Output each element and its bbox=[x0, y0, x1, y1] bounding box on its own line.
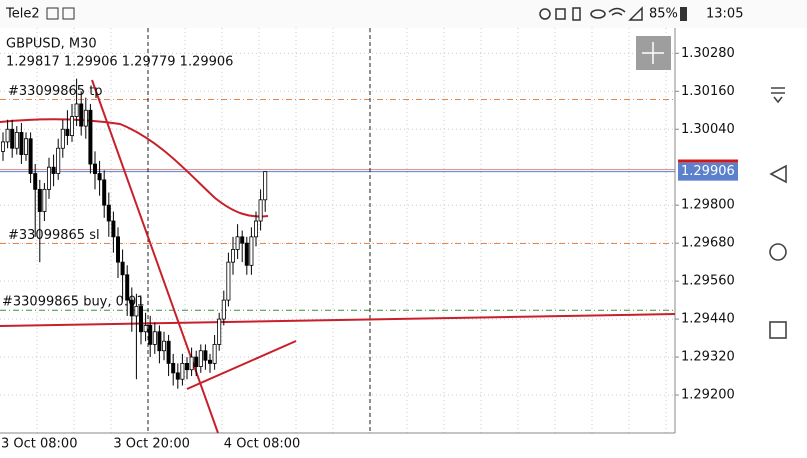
x-tick-label: 3 Oct 08:00 bbox=[1, 437, 77, 452]
candle-body bbox=[83, 109, 88, 127]
candle-body bbox=[244, 242, 249, 266]
status-icon bbox=[46, 7, 59, 20]
candle-body bbox=[166, 340, 171, 364]
candle-body bbox=[93, 163, 98, 174]
candle-body bbox=[235, 236, 240, 250]
y-tick-label: 1.29320 bbox=[681, 350, 735, 365]
y-tick-label: 1.30280 bbox=[681, 46, 735, 61]
candle-body bbox=[88, 109, 93, 165]
y-tick-label: 1.30160 bbox=[681, 84, 735, 99]
candle-body bbox=[10, 128, 15, 149]
nav-bar bbox=[750, 28, 807, 454]
candle-body bbox=[79, 103, 84, 127]
x-tick-label: 4 Oct 08:00 bbox=[224, 437, 300, 452]
bid-badge bbox=[678, 162, 738, 181]
nav-icons bbox=[769, 87, 787, 339]
candle-body bbox=[203, 350, 208, 361]
status-icons bbox=[539, 6, 643, 21]
candle-body bbox=[111, 220, 116, 238]
candle-body bbox=[19, 132, 24, 155]
candle-body bbox=[120, 261, 125, 276]
candle-body bbox=[230, 249, 235, 263]
candle-body bbox=[23, 138, 28, 155]
candle-body bbox=[74, 103, 79, 117]
candle-body bbox=[194, 356, 199, 367]
candle-body bbox=[116, 236, 121, 263]
trend-line bbox=[91, 79, 219, 434]
candle-body bbox=[42, 188, 47, 212]
candle-body bbox=[161, 340, 166, 352]
candle-body bbox=[143, 325, 148, 333]
ohlc: 1.29817 1.29906 1.29779 1.29906 bbox=[6, 55, 233, 70]
candle-body bbox=[217, 318, 222, 345]
y-tick-label: 1.30040 bbox=[681, 122, 735, 137]
candle-body bbox=[129, 299, 134, 317]
candle-body bbox=[189, 356, 194, 371]
candle-body bbox=[180, 362, 185, 380]
candle-body bbox=[212, 344, 217, 364]
candle-body bbox=[175, 372, 180, 380]
candle-body bbox=[5, 128, 10, 143]
status-icon bbox=[62, 7, 75, 20]
candle-body bbox=[240, 236, 245, 244]
candle-body bbox=[60, 128, 65, 149]
candle-body bbox=[207, 359, 212, 364]
y-tick-label: 1.29680 bbox=[681, 236, 735, 251]
candle-body bbox=[152, 331, 157, 345]
candle-body bbox=[138, 306, 143, 333]
order-label: #33099865 buy, 0.01 bbox=[2, 295, 145, 310]
candle-body bbox=[148, 325, 153, 345]
y-tick-label: 1.29200 bbox=[681, 388, 735, 403]
moving-average bbox=[0, 118, 269, 218]
candle-body bbox=[0, 141, 6, 152]
clock: 13:05 bbox=[706, 7, 743, 22]
candle-body bbox=[134, 306, 139, 317]
candle-body bbox=[33, 173, 38, 190]
y-tick-label: 1.29440 bbox=[681, 312, 735, 327]
candle-body bbox=[47, 166, 52, 190]
candle-body bbox=[221, 299, 226, 320]
x-tick-label: 3 Oct 20:00 bbox=[113, 437, 189, 452]
candle-body bbox=[198, 350, 203, 367]
candle-body bbox=[157, 331, 162, 352]
status-bar bbox=[0, 0, 807, 28]
candle-body bbox=[14, 132, 19, 149]
symbol: GBPUSD, M30 bbox=[6, 37, 97, 52]
candle-body bbox=[263, 171, 268, 201]
candle-body bbox=[102, 179, 107, 206]
battery: 85% bbox=[649, 7, 678, 22]
candle-body bbox=[28, 138, 33, 174]
candle-body bbox=[171, 362, 176, 374]
candle-body bbox=[51, 166, 56, 174]
candle-body bbox=[56, 147, 61, 174]
order-label: #33099865 tp bbox=[8, 84, 103, 99]
candle-body bbox=[97, 173, 102, 181]
candle-body bbox=[65, 128, 70, 136]
y-tick-label: 1.29560 bbox=[681, 274, 735, 289]
carrier: Tele2 bbox=[5, 7, 40, 22]
candle-body bbox=[37, 188, 42, 212]
bid-badge-label: 1.29906 bbox=[681, 164, 735, 179]
plot bbox=[0, 28, 675, 433]
candle-body bbox=[249, 236, 254, 266]
crosshair-icon bbox=[642, 42, 664, 64]
y-tick-label: 1.29800 bbox=[681, 198, 735, 213]
candle-body bbox=[226, 261, 231, 301]
battery-icon bbox=[680, 7, 687, 21]
candle-body bbox=[258, 199, 263, 222]
candle-body bbox=[70, 116, 75, 136]
candle-body bbox=[106, 204, 111, 222]
order-label: #33099865 sl bbox=[8, 228, 100, 243]
trend-line bbox=[0, 313, 676, 327]
candle-body bbox=[184, 362, 189, 371]
candle-body bbox=[253, 220, 258, 238]
trend-line bbox=[186, 340, 297, 390]
candle-body bbox=[125, 274, 130, 301]
